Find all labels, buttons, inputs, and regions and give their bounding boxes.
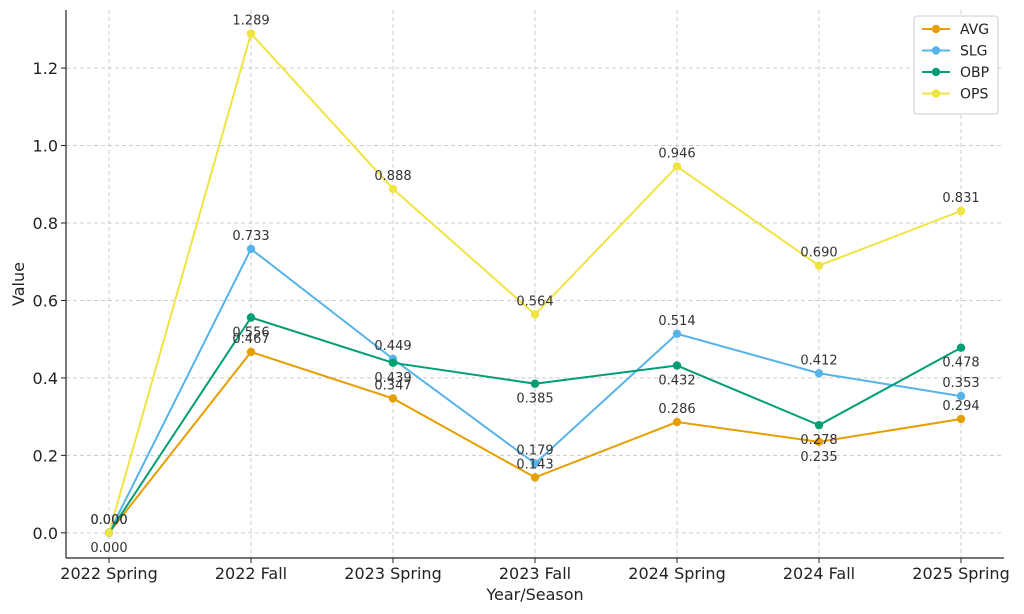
data-label-slg: 0.449: [374, 339, 411, 354]
data-label-ops: 0.946: [658, 146, 695, 161]
data-point-slg: [956, 391, 966, 401]
data-labels: 0.000 0.467 0.347 0.143 0.286 0.235 0.294 0.000…: [90, 14, 979, 556]
data-point-slg: [672, 329, 682, 338]
data-label-obp: 0.478: [942, 356, 979, 371]
data-label-avg: 0.143: [516, 457, 553, 472]
data-point-ops: [956, 206, 966, 216]
y-tick-label: 0.2: [33, 446, 58, 465]
y-tick-label: 1.2: [33, 59, 58, 78]
y-tick-label: 1.0: [33, 137, 58, 156]
x-tick-label: 2024 Fall: [783, 564, 855, 583]
data-label-avg: 0.467: [232, 332, 269, 347]
data-label-obp: 0.278: [800, 433, 837, 448]
data-point-obp: [956, 343, 966, 352]
legend-marker: [931, 67, 941, 77]
data-label-avg: 0.294: [942, 399, 979, 414]
legend: AVG SLG OBP OPS: [913, 15, 999, 115]
data-label-obp: 0.432: [658, 374, 695, 389]
x-tick-label: 2023 Spring: [344, 564, 441, 583]
legend-label: AVG: [960, 22, 989, 38]
data-label-avg: 0.347: [374, 378, 411, 393]
y-tick-label: 0.0: [33, 524, 58, 543]
data-label-avg: 0.286: [658, 402, 695, 417]
data-point-ops: [672, 162, 682, 171]
data-label-obp: 0.385: [516, 392, 553, 407]
data-point-obp: [388, 358, 398, 368]
data-point-obp: [530, 379, 540, 388]
data-label-ops: 0.888: [374, 169, 411, 184]
legend-marker: [931, 46, 941, 55]
data-point-avg: [530, 473, 540, 482]
data-label-slg: 0.412: [800, 353, 837, 368]
data-point-slg: [246, 244, 256, 254]
data-point-avg: [814, 437, 824, 447]
data-label-avg: 0.000: [90, 513, 127, 528]
data-label-ops: 0.564: [516, 294, 553, 309]
y-tick-label: 0.6: [33, 291, 58, 310]
y-tick-label: 0.4: [33, 369, 58, 388]
data-label-obp: 0.556: [232, 325, 269, 340]
legend-marker: [931, 89, 941, 98]
x-tick-label: 2024 Spring: [628, 564, 725, 583]
data-label-obp: 0.000: [90, 541, 127, 556]
grid: [66, 10, 1004, 558]
legend-marker: [931, 24, 941, 34]
data-point-avg: [956, 414, 966, 424]
data-label-ops: 1.289: [232, 14, 269, 29]
data-point-avg: [672, 417, 682, 427]
x-tick-label: 2022 Spring: [60, 564, 157, 583]
x-tick-label: 2022 Fall: [215, 564, 287, 583]
data-label-slg: 0.514: [658, 314, 695, 329]
data-point-slg: [814, 369, 824, 378]
ticks: 0.0 0.2 0.4 0.6 0.8 1.0 1.2 2022 Spring 2022 Fal…: [33, 59, 1010, 583]
data-label-avg: 0.235: [800, 450, 837, 465]
data-label-slg: 0.733: [232, 229, 269, 244]
data-label-ops: 0.831: [942, 191, 979, 206]
data-point-obp: [814, 420, 824, 430]
data-label-slg: 0.000: [90, 513, 127, 528]
y-axis-title: Value: [9, 262, 28, 306]
data-label-obp: 0.439: [374, 371, 411, 386]
data-label-slg: 0.179: [516, 444, 553, 459]
data-point-ops: [246, 29, 256, 38]
data-label-ops: 0.690: [800, 246, 837, 261]
x-tick-label: 2023 Fall: [499, 564, 571, 583]
series: [104, 29, 966, 538]
data-point-obp: [672, 361, 682, 370]
data-point-ops: [104, 528, 114, 538]
data-label-slg: 0.353: [942, 376, 979, 391]
legend-label: OBP: [960, 65, 989, 81]
x-tick-label: 2025 Spring: [912, 564, 1009, 583]
legend-label: SLG: [960, 44, 988, 60]
data-point-avg: [388, 394, 398, 403]
y-tick-label: 0.8: [33, 214, 58, 233]
data-point-avg: [246, 347, 256, 357]
data-point-ops: [388, 184, 398, 194]
legend-label: OPS: [960, 87, 988, 103]
x-axis-title: Year/Season: [485, 585, 583, 604]
data-point-obp: [246, 313, 256, 322]
data-point-ops: [814, 261, 824, 270]
data-point-ops: [530, 310, 540, 319]
data-point-slg: [530, 459, 540, 468]
